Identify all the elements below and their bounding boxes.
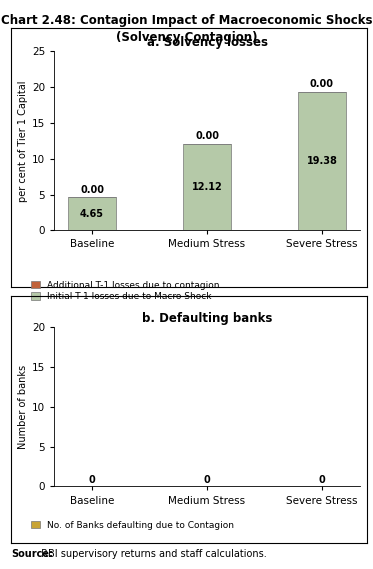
Text: 4.65: 4.65	[80, 209, 104, 218]
Text: 0.00: 0.00	[195, 131, 219, 141]
Text: 0: 0	[319, 475, 325, 485]
Y-axis label: per cent of Tier 1 Capital: per cent of Tier 1 Capital	[18, 80, 28, 201]
Title: a. Solvency losses: a. Solvency losses	[147, 36, 267, 49]
Text: RBI supervisory returns and staff calculations.: RBI supervisory returns and staff calcul…	[38, 549, 267, 559]
Legend: No. of Banks defaulting due to Contagion: No. of Banks defaulting due to Contagion	[31, 521, 234, 530]
Text: 0: 0	[204, 475, 210, 485]
Text: 0.00: 0.00	[80, 184, 104, 195]
Text: 19.38: 19.38	[307, 156, 337, 166]
Bar	[298, 92, 346, 230]
Title: b. Defaulting banks: b. Defaulting banks	[142, 312, 272, 325]
Legend: Additional T-1 losses due to contagion, Initial T-1 losses due to Macro Shock: Additional T-1 losses due to contagion, …	[31, 281, 220, 301]
Text: Chart 2.48: Contagion Impact of Macroeconomic Shocks
(Solvency Contagion): Chart 2.48: Contagion Impact of Macroeco…	[1, 14, 372, 44]
Text: 0.00: 0.00	[310, 79, 334, 89]
Text: 0: 0	[89, 475, 95, 485]
Bar	[68, 197, 116, 230]
Text: Source:: Source:	[11, 549, 53, 559]
Y-axis label: Number of banks: Number of banks	[18, 365, 28, 449]
Bar	[183, 143, 231, 230]
Text: 12.12: 12.12	[192, 182, 222, 192]
